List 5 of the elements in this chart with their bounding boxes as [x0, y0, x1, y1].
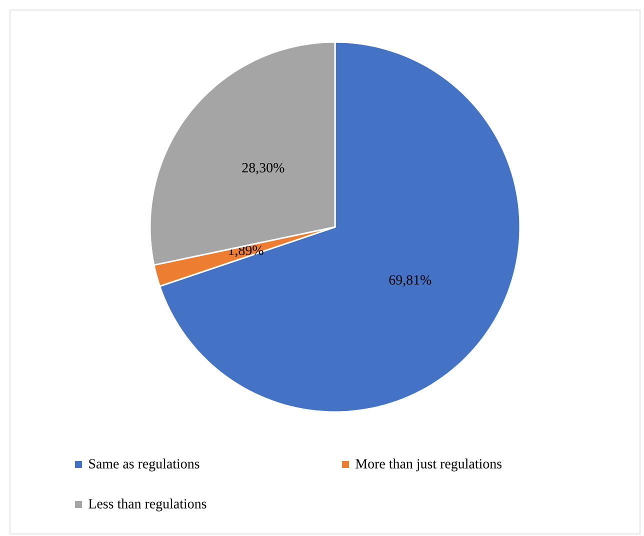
data-label: 69,81% [389, 275, 432, 287]
legend-label: More than just regulations [356, 458, 502, 472]
legend-label: Less than regulations [88, 498, 206, 512]
data-label: 28,30% [242, 162, 284, 174]
legend-label: Same as regulations [89, 458, 200, 472]
